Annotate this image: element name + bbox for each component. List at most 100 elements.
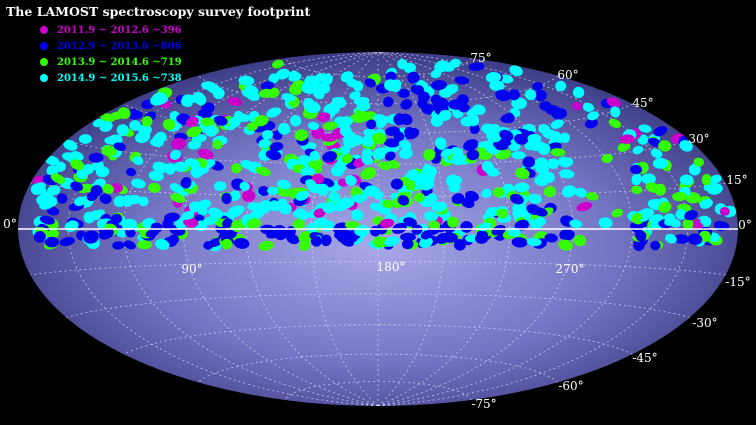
survey-field — [253, 115, 269, 127]
survey-field — [322, 121, 338, 131]
survey-field — [204, 124, 218, 137]
survey-field — [679, 174, 694, 186]
survey-field — [468, 62, 485, 72]
survey-field — [152, 161, 168, 174]
survey-field — [164, 163, 177, 174]
survey-field — [261, 130, 274, 140]
survey-field — [460, 197, 475, 209]
survey-field — [313, 217, 328, 228]
survey-field — [56, 193, 68, 204]
grid-line — [122, 52, 379, 406]
survey-field — [534, 89, 547, 102]
legend-label: 2012.9 ~ 2013.6 ~806 — [57, 40, 182, 52]
survey-field — [200, 117, 216, 128]
dec-label: -75° — [471, 397, 497, 411]
survey-field — [238, 75, 255, 86]
survey-field — [693, 157, 705, 167]
survey-field — [453, 239, 466, 251]
survey-field — [258, 138, 271, 149]
survey-field — [496, 208, 508, 219]
survey-field — [366, 119, 377, 130]
survey-field — [550, 119, 564, 129]
legend-marker — [40, 74, 48, 82]
survey-field — [201, 81, 217, 91]
survey-field — [379, 206, 392, 215]
survey-field — [524, 89, 537, 101]
survey-field — [514, 219, 530, 231]
survey-field — [419, 237, 433, 248]
survey-field — [682, 218, 694, 230]
survey-field — [573, 234, 587, 247]
legend-label: 2011.9 ~ 2012.6 ~396 — [57, 24, 182, 36]
survey-field — [653, 126, 668, 137]
survey-field — [132, 156, 144, 166]
survey-field — [539, 101, 552, 111]
survey-field — [400, 99, 413, 110]
survey-field — [364, 185, 381, 197]
survey-field — [527, 133, 542, 144]
survey-field — [688, 163, 701, 176]
survey-field — [294, 129, 309, 142]
survey-field — [665, 233, 677, 244]
survey-field — [208, 207, 223, 219]
survey-field — [652, 157, 669, 169]
survey-field — [98, 228, 114, 240]
survey-field — [351, 209, 364, 221]
survey-field — [559, 169, 575, 179]
survey-field — [423, 148, 436, 161]
survey-field — [699, 198, 713, 209]
survey-field — [113, 142, 126, 151]
grid-line — [30, 182, 726, 197]
survey-field — [398, 140, 412, 150]
survey-field — [364, 78, 376, 88]
survey-field — [450, 153, 466, 166]
survey-field — [301, 82, 317, 94]
survey-field — [295, 208, 310, 220]
survey-field — [45, 156, 60, 166]
survey-field — [203, 241, 214, 250]
survey-field — [123, 240, 136, 250]
survey-field — [504, 112, 515, 124]
survey-field — [538, 143, 551, 156]
legend-label: 2013.9 ~ 2014.6 ~719 — [57, 56, 182, 68]
survey-field — [606, 97, 621, 108]
survey-field — [383, 138, 400, 148]
survey-field — [102, 184, 114, 194]
survey-field — [269, 142, 284, 152]
survey-field — [46, 185, 61, 196]
survey-field — [148, 182, 161, 193]
survey-field — [601, 154, 613, 163]
survey-field — [511, 151, 526, 160]
survey-field — [46, 206, 60, 216]
dec-label: 30° — [688, 132, 710, 146]
survey-field — [90, 184, 103, 197]
legend-marker — [40, 42, 48, 50]
survey-field — [145, 228, 160, 238]
survey-field — [59, 237, 76, 247]
survey-field — [559, 228, 575, 241]
dec-label: -60° — [558, 379, 584, 393]
survey-field — [585, 192, 599, 201]
survey-field — [258, 185, 270, 197]
survey-field — [679, 140, 693, 152]
survey-field — [569, 219, 583, 229]
survey-field — [630, 164, 643, 175]
survey-field — [558, 239, 573, 251]
survey-field — [339, 126, 353, 138]
survey-field — [260, 81, 275, 91]
survey-field — [385, 71, 397, 83]
survey-field — [486, 130, 502, 143]
survey-field — [509, 65, 523, 77]
survey-field — [162, 218, 174, 230]
survey-field — [310, 235, 322, 247]
survey-field — [129, 111, 143, 120]
survey-field — [337, 116, 354, 128]
survey-field — [404, 126, 414, 137]
survey-field — [101, 145, 117, 157]
survey-field — [229, 205, 245, 215]
legend-marker — [40, 58, 48, 66]
survey-field — [390, 178, 404, 190]
survey-field — [50, 173, 66, 184]
survey-field — [82, 163, 95, 175]
survey-field — [221, 238, 233, 250]
